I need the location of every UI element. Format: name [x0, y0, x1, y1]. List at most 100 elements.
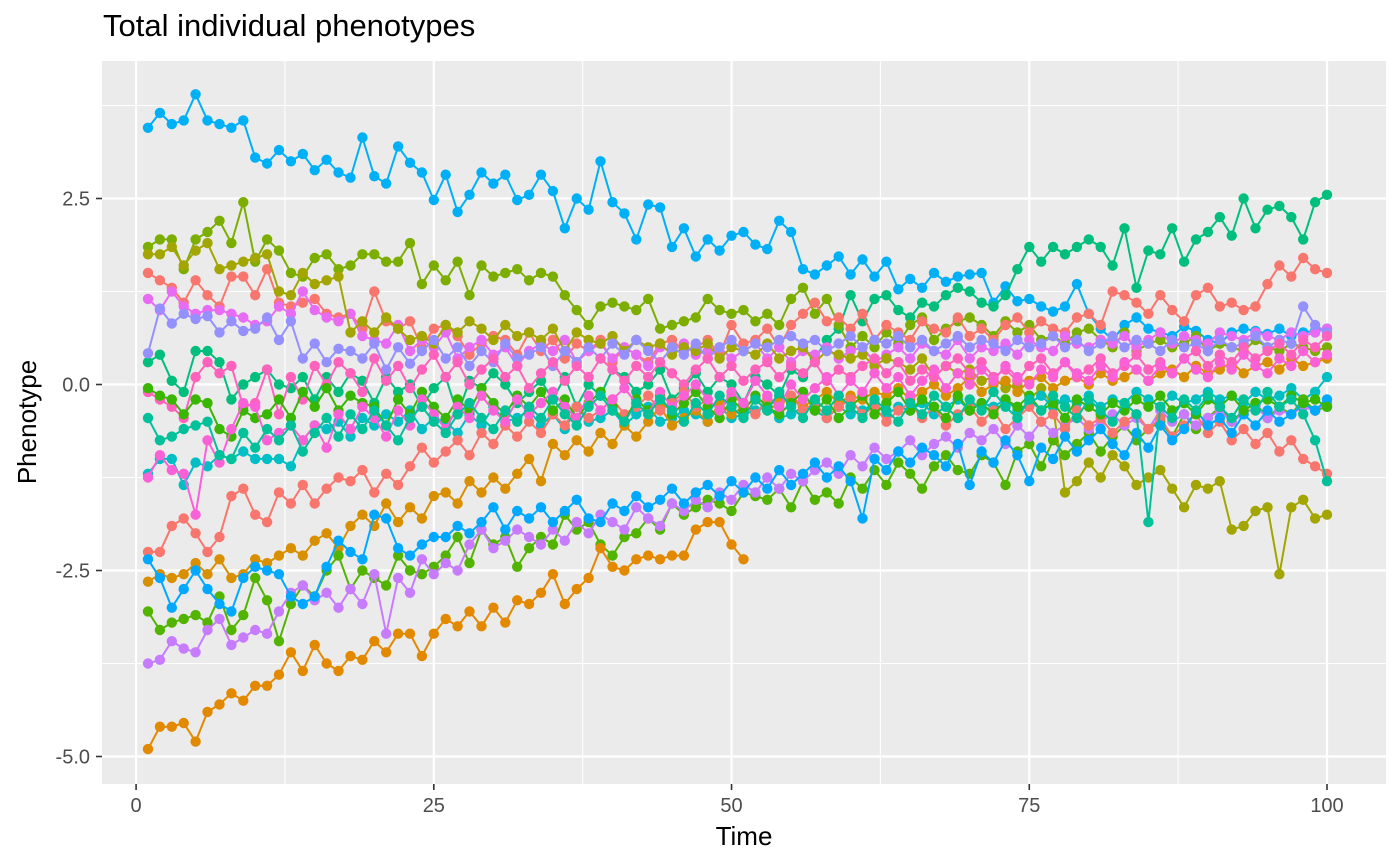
data-point	[261, 453, 273, 465]
data-point	[726, 386, 737, 398]
data-point	[297, 371, 308, 383]
data-point	[452, 498, 463, 509]
data-point	[1155, 360, 1166, 372]
data-point	[250, 401, 261, 412]
data-point	[643, 416, 654, 427]
data-point	[702, 416, 713, 427]
data-point	[785, 345, 797, 357]
data-point	[273, 144, 285, 156]
data-point	[797, 282, 809, 293]
data-point	[428, 416, 439, 427]
data-point	[916, 450, 928, 461]
data-point	[607, 438, 618, 450]
data-point	[583, 412, 594, 424]
data-point	[166, 118, 177, 130]
data-point	[1190, 234, 1202, 245]
data-point	[785, 401, 797, 412]
data-point	[1286, 211, 1297, 223]
data-point	[166, 617, 177, 628]
data-point	[381, 498, 392, 509]
data-point	[1024, 334, 1035, 346]
data-point	[631, 360, 642, 372]
data-point	[142, 743, 154, 755]
data-point	[976, 342, 987, 353]
data-point	[1274, 338, 1285, 349]
data-point	[702, 479, 713, 491]
data-point	[1190, 405, 1202, 416]
data-point	[297, 148, 308, 160]
data-point	[238, 632, 249, 643]
data-point	[309, 639, 320, 651]
data-point	[988, 375, 999, 386]
data-point	[797, 338, 809, 349]
data-point	[464, 290, 475, 301]
data-point	[1012, 401, 1023, 412]
data-point	[512, 360, 523, 372]
data-point	[416, 167, 428, 178]
data-point	[1214, 334, 1226, 346]
data-point	[392, 360, 404, 372]
data-point	[297, 386, 308, 398]
data-point	[523, 275, 535, 286]
data-point	[964, 286, 975, 297]
data-point	[369, 405, 380, 416]
data-point	[1047, 241, 1059, 253]
data-point	[547, 185, 559, 197]
data-point	[857, 483, 868, 494]
data-point	[202, 546, 213, 558]
data-point	[774, 386, 785, 398]
data-point	[464, 360, 475, 372]
data-point	[607, 498, 618, 509]
data-point	[1131, 409, 1142, 420]
data-point	[702, 386, 713, 398]
data-point	[726, 505, 737, 517]
data-point	[416, 650, 428, 662]
data-point	[369, 338, 380, 349]
data-point	[369, 286, 380, 297]
data-point	[1190, 290, 1202, 301]
data-point	[500, 371, 511, 383]
data-point	[952, 271, 963, 282]
data-point	[1286, 409, 1297, 420]
series-13	[142, 516, 749, 755]
data-point	[654, 416, 666, 427]
data-point	[1071, 312, 1083, 323]
data-point	[142, 658, 154, 669]
data-point	[1024, 327, 1035, 338]
data-point	[1262, 368, 1273, 379]
data-point	[500, 617, 511, 628]
data-point	[988, 386, 999, 398]
data-point	[726, 308, 737, 319]
data-point	[476, 524, 487, 535]
data-point	[345, 260, 356, 271]
data-point	[821, 293, 832, 305]
data-point	[821, 334, 832, 346]
data-point	[1262, 405, 1273, 416]
data-point	[595, 516, 606, 528]
data-point	[202, 706, 213, 718]
data-point	[845, 353, 856, 364]
data-point	[631, 554, 642, 565]
data-point	[261, 680, 273, 691]
data-point	[762, 390, 773, 401]
data-point	[333, 431, 344, 442]
minor-gridlines	[102, 61, 1386, 784]
data-point	[392, 256, 404, 267]
data-point	[643, 293, 654, 305]
data-point	[1214, 394, 1226, 405]
data-point	[940, 412, 952, 424]
data-point	[404, 628, 416, 639]
data-point	[154, 546, 166, 558]
data-point	[428, 194, 439, 206]
data-point	[928, 450, 940, 461]
data-point	[845, 330, 856, 342]
data-point	[631, 349, 642, 360]
y-tick-label: 0.0	[62, 375, 90, 397]
data-point	[928, 323, 940, 334]
data-point	[333, 167, 344, 178]
data-point	[309, 420, 320, 431]
data-point	[1262, 357, 1273, 368]
data-point	[559, 535, 570, 546]
data-point	[273, 453, 285, 465]
data-point	[845, 394, 856, 405]
